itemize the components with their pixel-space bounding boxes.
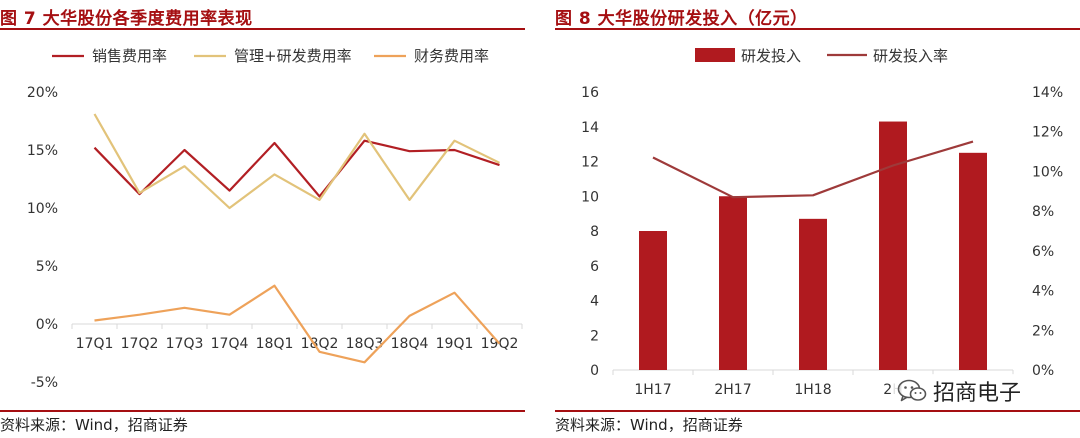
legend-label: 研发投入 bbox=[741, 47, 801, 65]
bar bbox=[959, 152, 987, 370]
title-rule bbox=[555, 28, 1080, 30]
x-tick-label: 17Q3 bbox=[166, 336, 204, 352]
x-tick-label: 17Q2 bbox=[121, 336, 159, 352]
bar bbox=[719, 196, 747, 370]
x-tick-label: 19Q2 bbox=[481, 336, 519, 352]
rd-investment-combo-chart: 研发投入 研发投入率 0 2 4 6 8 10 12 14 16 0% 2% 4% 6% 8% 10% 12% 14… bbox=[581, 47, 1063, 398]
y-left-tick-label: 2 bbox=[590, 328, 599, 344]
legend-swatch bbox=[695, 48, 735, 62]
y-right-tick-label: 4% bbox=[1032, 284, 1054, 300]
y-right-tick-label: 8% bbox=[1032, 204, 1054, 220]
y-left-tick-label: 10 bbox=[581, 189, 599, 205]
ratio-line bbox=[652, 140, 974, 199]
x-tick-label: 2H17 bbox=[714, 382, 751, 398]
y-tick-label: 0% bbox=[36, 317, 58, 333]
figure-8-title: 图 8 大华股份研发投入（亿元） bbox=[555, 9, 808, 29]
y-right-tick-label: 2% bbox=[1032, 323, 1054, 339]
y-tick-label: 20% bbox=[27, 85, 58, 101]
y-left-tick-label: 8 bbox=[590, 224, 599, 240]
x-tick-label: 18Q3 bbox=[346, 336, 384, 352]
watermark: 招商电子 bbox=[893, 374, 1028, 408]
watermark-text: 招商电子 bbox=[933, 381, 1022, 406]
legend-label: 销售费用率 bbox=[92, 47, 167, 65]
source-rule bbox=[555, 410, 1080, 412]
x-tick-label: 1H18 bbox=[794, 382, 831, 398]
y-left-tick-label: 16 bbox=[581, 85, 599, 101]
y-left-tick-label: 6 bbox=[590, 259, 599, 275]
y-tick-label: -5% bbox=[31, 375, 58, 391]
figure-7-title: 图 7 大华股份各季度费用率表现 bbox=[0, 9, 253, 29]
figure-7-source: 资料来源：Wind，招商证券 bbox=[0, 416, 188, 434]
x-tick-label: 18Q2 bbox=[301, 336, 339, 352]
y-right-tick-label: 10% bbox=[1032, 164, 1063, 180]
series-line-0 bbox=[93, 139, 500, 198]
bar bbox=[639, 231, 667, 370]
figure-8-panel: 图 8 大华股份研发投入（亿元） 研发投入 研发投入率 0 2 4 6 8 10 12 14 16 0… bbox=[555, 0, 1080, 438]
bar bbox=[799, 218, 827, 370]
y-right-tick-label: 0% bbox=[1032, 363, 1054, 379]
x-tick-label: 18Q4 bbox=[391, 336, 429, 352]
x-tick-label: 17Q4 bbox=[211, 336, 249, 352]
title-rule bbox=[0, 28, 525, 30]
y-right-tick-label: 6% bbox=[1032, 244, 1054, 260]
figure-7-panel: 图 7 大华股份各季度费用率表现 销售费用率 管理+研发费用率 财务费用率 -5% 0%… bbox=[0, 0, 525, 438]
legend-label: 财务费用率 bbox=[414, 47, 489, 65]
figure-8-source: 资料来源：Wind，招商证券 bbox=[555, 416, 743, 434]
x-tick-label: 17Q1 bbox=[76, 336, 114, 352]
series-line-2 bbox=[94, 284, 501, 364]
y-tick-label: 5% bbox=[36, 259, 58, 275]
expense-ratio-line-chart: 销售费用率 管理+研发费用率 财务费用率 -5% 0% 5% 10% 15% 20% 17Q1 17… bbox=[27, 47, 523, 391]
y-left-tick-label: 0 bbox=[590, 363, 599, 379]
source-rule bbox=[0, 410, 525, 412]
x-tick-label: 19Q1 bbox=[436, 336, 474, 352]
legend-label: 研发投入率 bbox=[873, 47, 948, 65]
x-tick-label: 1H17 bbox=[634, 382, 671, 398]
bar bbox=[879, 121, 907, 370]
y-tick-label: 10% bbox=[27, 201, 58, 217]
x-tick-label: 18Q1 bbox=[256, 336, 294, 352]
y-tick-label: 15% bbox=[27, 143, 58, 159]
wechat-icon bbox=[897, 379, 927, 402]
y-left-tick-label: 12 bbox=[581, 155, 599, 171]
y-right-tick-label: 14% bbox=[1032, 85, 1063, 101]
legend-label: 管理+研发费用率 bbox=[234, 47, 352, 65]
y-left-tick-label: 4 bbox=[590, 294, 599, 310]
y-left-tick-label: 14 bbox=[581, 120, 599, 136]
series-line-1 bbox=[93, 113, 500, 210]
y-right-tick-label: 12% bbox=[1032, 125, 1063, 141]
